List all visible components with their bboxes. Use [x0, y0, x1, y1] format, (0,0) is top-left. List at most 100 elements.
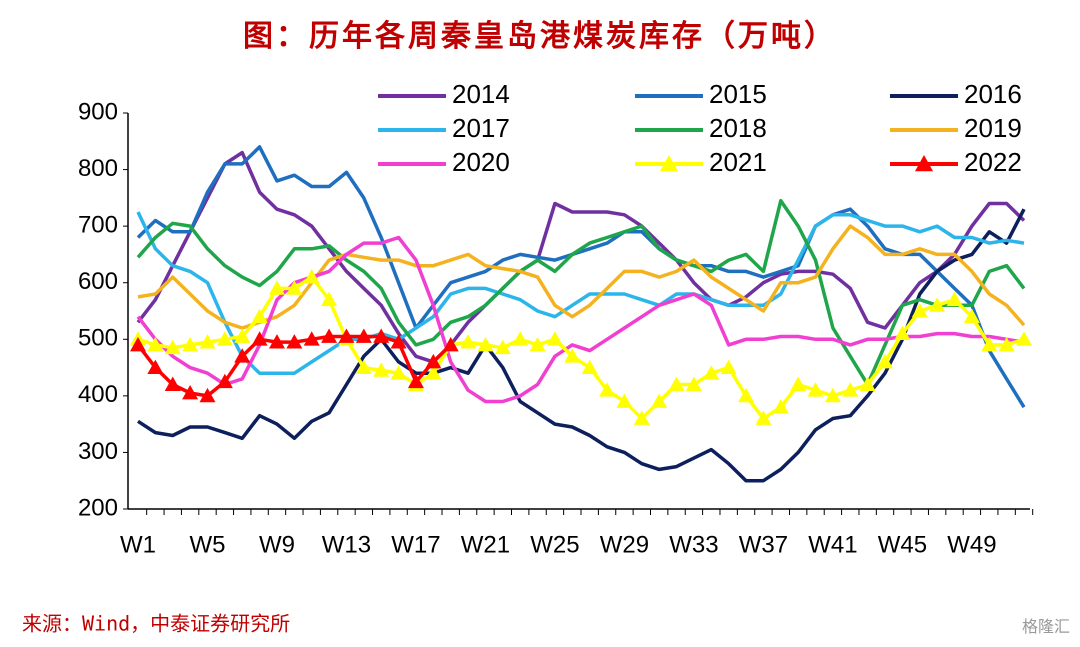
- x-tick-label: W41: [808, 531, 857, 558]
- point-marker: [529, 336, 546, 352]
- x-tick-label: W9: [259, 531, 295, 558]
- point-marker: [216, 331, 233, 346]
- legend-label: 2022: [964, 147, 1022, 177]
- series-line: [136, 235, 1025, 404]
- point-marker: [321, 328, 338, 343]
- point-marker: [390, 365, 407, 380]
- x-tick-label: W37: [739, 531, 788, 558]
- x-tick-label: W33: [669, 531, 718, 558]
- legend-label: 2021: [709, 147, 767, 177]
- series-line: [137, 224, 1026, 330]
- point-marker: [234, 328, 251, 343]
- point-marker: [182, 385, 199, 400]
- series-line: [136, 198, 1026, 387]
- point-marker: [772, 399, 789, 414]
- point-marker: [894, 325, 911, 341]
- y-tick-label: 300: [78, 438, 118, 465]
- series-line: [136, 150, 1026, 364]
- y-tick-label: 700: [78, 211, 118, 238]
- point-marker: [199, 387, 216, 403]
- x-tick-label: W5: [189, 531, 225, 558]
- chart-title: 图：历年各周秦皇岛港煤炭库存（万吨）: [243, 19, 837, 54]
- x-tick-label: W25: [530, 531, 579, 558]
- point-marker: [268, 334, 285, 349]
- point-marker: [147, 359, 164, 374]
- point-marker: [477, 336, 494, 352]
- source-note: 来源：Wind，中泰证券研究所: [22, 612, 290, 636]
- legend-marker: [660, 155, 678, 172]
- point-marker: [651, 393, 668, 408]
- point-marker: [355, 359, 372, 374]
- point-marker: [929, 297, 946, 312]
- x-tick-label: W45: [878, 531, 927, 558]
- series-line: [137, 208, 1026, 483]
- y-tick-label: 500: [78, 325, 118, 352]
- legend-label: 2014: [452, 79, 510, 109]
- point-marker: [512, 331, 529, 346]
- point-marker: [581, 359, 598, 374]
- point-marker: [303, 331, 320, 346]
- point-marker: [251, 331, 268, 346]
- legend-label: 2019: [964, 113, 1022, 143]
- point-marker: [564, 348, 581, 363]
- series-line: [137, 275, 1025, 421]
- legend-label: 2016: [964, 79, 1022, 109]
- point-marker: [668, 376, 685, 391]
- point-marker: [442, 336, 459, 352]
- point-marker: [425, 353, 442, 369]
- point-marker: [685, 376, 702, 391]
- series-line: [136, 211, 1025, 375]
- point-marker: [321, 291, 338, 307]
- point-marker: [182, 336, 199, 352]
- point-marker: [546, 331, 563, 346]
- point-marker: [199, 334, 216, 349]
- point-marker: [338, 328, 355, 343]
- point-marker: [616, 393, 633, 408]
- x-tick-label: W17: [391, 531, 440, 558]
- point-marker: [494, 339, 511, 355]
- point-marker: [251, 308, 268, 324]
- point-marker: [859, 376, 876, 391]
- x-tick-label: W49: [947, 531, 996, 558]
- x-tick-label: W1: [120, 531, 156, 558]
- point-marker: [703, 365, 720, 380]
- point-marker: [286, 280, 303, 295]
- point-marker: [738, 387, 755, 403]
- point-marker: [460, 334, 477, 349]
- y-tick-label: 200: [78, 494, 118, 521]
- point-marker: [373, 328, 390, 343]
- point-marker: [234, 348, 251, 363]
- y-tick-label: 400: [78, 381, 118, 408]
- point-marker: [720, 359, 737, 374]
- point-marker: [877, 353, 894, 369]
- y-tick-label: 800: [78, 155, 118, 182]
- point-marker: [790, 376, 807, 391]
- point-marker: [130, 336, 146, 352]
- point-marker: [407, 373, 424, 389]
- point-marker: [633, 410, 650, 425]
- point-marker: [164, 376, 181, 391]
- point-marker: [355, 328, 372, 343]
- y-tick-label: 600: [78, 268, 118, 295]
- legend-marker: [915, 155, 933, 172]
- legend-label: 2018: [709, 113, 767, 143]
- y-tick-label: 900: [78, 98, 118, 125]
- point-marker: [755, 410, 772, 425]
- x-tick-label: W21: [461, 531, 510, 558]
- point-marker: [807, 382, 824, 397]
- series-line: [136, 145, 1026, 409]
- point-marker: [390, 334, 407, 349]
- point-marker: [268, 280, 285, 295]
- point-marker: [981, 336, 998, 352]
- point-marker: [1016, 331, 1032, 346]
- point-marker: [824, 387, 841, 403]
- point-marker: [963, 308, 980, 324]
- x-tick-label: W13: [322, 531, 371, 558]
- point-marker: [373, 362, 390, 377]
- point-marker: [911, 303, 928, 318]
- point-marker: [286, 334, 303, 349]
- point-marker: [216, 373, 233, 389]
- watermark: 格隆汇: [1022, 618, 1070, 636]
- point-marker: [842, 382, 859, 397]
